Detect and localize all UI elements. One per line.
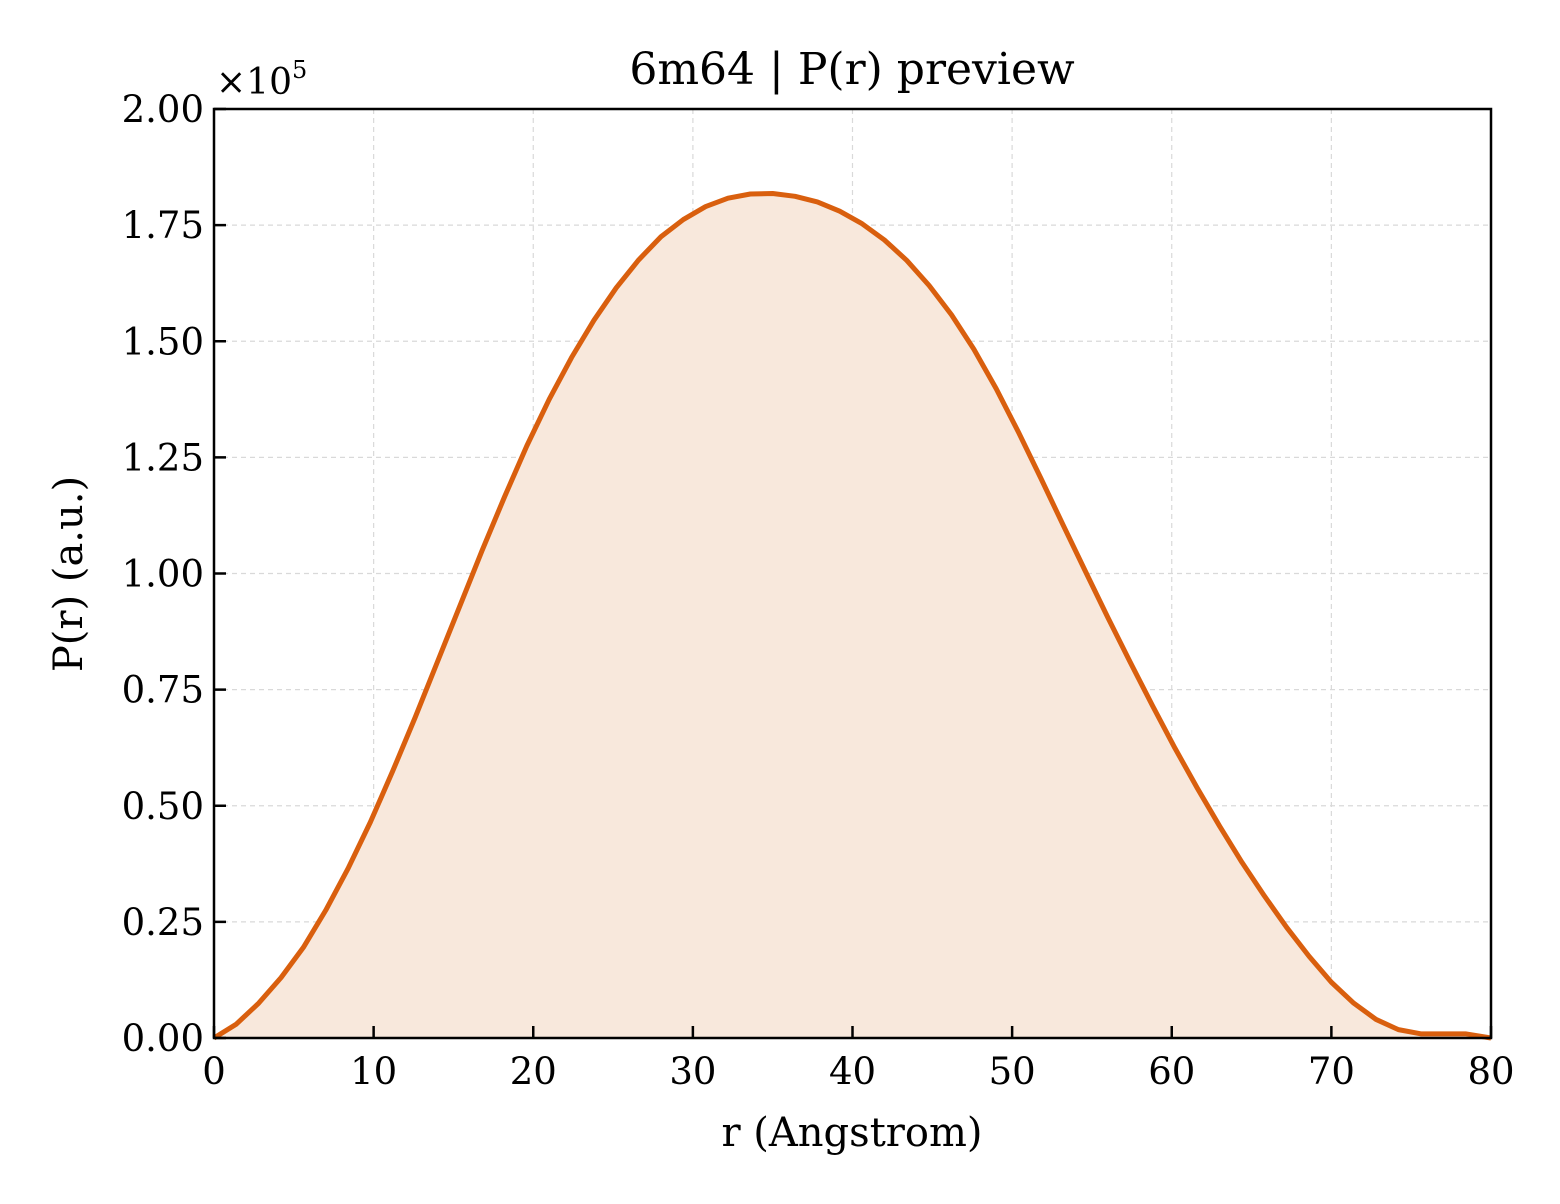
x-tick-label: 20 (510, 1050, 557, 1093)
y-tick-label: 1.50 (122, 320, 204, 363)
y-axis-label: P(r) (a.u.) (46, 476, 92, 672)
x-tick-label: 30 (669, 1050, 716, 1093)
y-tick-label: 1.75 (122, 204, 204, 247)
y-tick-label: 1.00 (122, 553, 204, 596)
y-tick-label: 0.75 (122, 669, 204, 712)
y-tick-label: 0.00 (122, 1017, 204, 1060)
y-tick-label: 1.25 (122, 436, 204, 479)
y-tick-label: 2.00 (122, 88, 204, 131)
y-multiplier-base: ×10 (216, 62, 292, 103)
x-tick-label: 0 (202, 1050, 226, 1093)
x-axis: 0 10 20 30 40 50 60 70 80 (202, 1026, 1515, 1093)
y-axis: 0.00 0.25 0.50 0.75 1.00 1.25 1.50 1.75 2.00 (122, 88, 226, 1060)
area-fill (214, 193, 1491, 1039)
x-tick-label: 10 (350, 1050, 397, 1093)
y-axis-multiplier: ×105 (216, 56, 307, 103)
y-tick-label: 0.50 (122, 785, 204, 828)
y-tick-label: 0.25 (122, 901, 204, 944)
x-tick-label: 40 (829, 1050, 876, 1093)
x-tick-label: 80 (1467, 1050, 1514, 1093)
x-tick-label: 60 (1148, 1050, 1195, 1093)
chart-title: 6m64 | P(r) preview (629, 44, 1075, 95)
data-line (212, 191, 1492, 1041)
x-tick-label: 70 (1308, 1050, 1355, 1093)
x-tick-label: 50 (989, 1050, 1036, 1093)
y-multiplier-exponent: 5 (292, 56, 307, 84)
x-axis-label: r (Angstrom) (721, 1110, 982, 1156)
